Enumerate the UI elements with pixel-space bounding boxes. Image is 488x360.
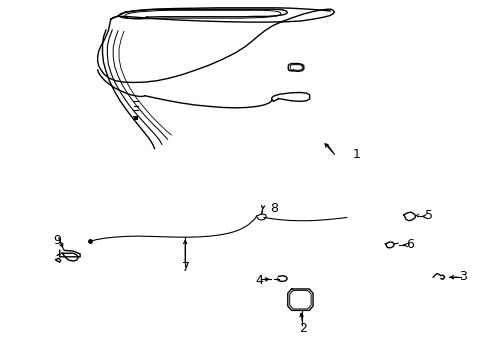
- Text: 6: 6: [405, 238, 413, 251]
- Text: 8: 8: [269, 202, 277, 215]
- Text: 3: 3: [458, 270, 466, 283]
- Text: 7: 7: [182, 261, 190, 274]
- Text: 1: 1: [352, 148, 360, 162]
- Text: 4: 4: [255, 274, 263, 287]
- Text: 5: 5: [425, 209, 432, 222]
- Text: 9: 9: [53, 234, 61, 247]
- Text: 2: 2: [298, 322, 306, 335]
